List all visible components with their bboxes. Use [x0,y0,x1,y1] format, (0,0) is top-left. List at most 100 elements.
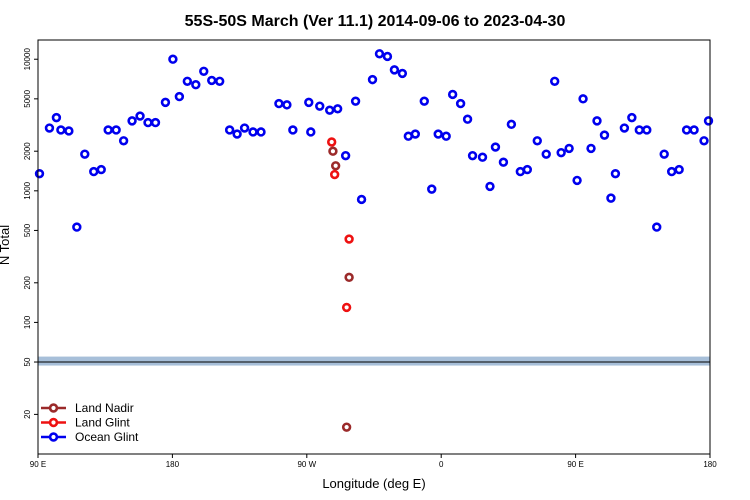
data-point [490,142,501,152]
legend-swatch-marker [48,403,59,413]
data-point [410,129,421,139]
legend-swatch-marker [48,417,59,428]
data-point [699,136,709,146]
data-point [341,302,352,313]
data-point [150,117,161,128]
data-point [659,149,669,159]
data-point [72,222,82,232]
data-point [498,157,509,167]
data-point [306,127,316,137]
y-tick-label: 100 [23,315,32,329]
x-axis-label: Longitude (deg E) [322,476,425,491]
x-tick-label: 90 E [30,460,46,469]
data-point [168,54,178,64]
data-point [541,149,551,159]
data-point [592,116,602,126]
data-point [350,96,361,106]
series-ocean-glint [34,49,714,232]
series-land-glint [326,137,354,313]
data-point [329,169,340,180]
legend-label: Land Glint [75,416,130,430]
data-point [232,129,242,139]
data-point [586,143,596,154]
data-point [549,76,560,86]
legend-swatch-marker [48,432,59,442]
data-point [304,97,314,108]
data-point [96,164,106,175]
data-point [224,125,235,135]
data-point [288,125,298,135]
data-point [619,123,630,133]
data-point [64,126,74,136]
legend-label: Ocean Glint [75,430,139,444]
data-point [382,51,393,62]
data-point [652,222,662,232]
data-point [34,168,45,179]
x-tick-label: 90 E [567,460,583,469]
data-point [174,91,185,102]
data-point [367,74,378,85]
data-point [532,136,542,146]
data-point [344,234,354,244]
series-land-nadir [328,146,354,432]
data-points [34,49,714,432]
data-point [642,125,652,135]
data-point [326,137,337,147]
data-point [330,161,341,171]
reference-band [38,356,710,366]
data-point [328,146,338,156]
data-point [44,123,55,133]
data-point [282,100,292,110]
data-point [127,116,137,126]
data-point [419,96,429,106]
data-point [578,94,588,104]
data-point [214,76,225,86]
legend-item: Land Glint [41,416,130,430]
data-point [572,175,582,186]
data-point [239,123,250,133]
data-point [477,152,488,162]
data-point [599,130,610,140]
x-tick-label: 180 [703,460,717,469]
data-point [111,125,121,135]
y-tick-label: 10000 [23,48,32,71]
y-tick-label: 5000 [23,89,32,107]
y-axis-label: N Total [0,225,12,265]
data-point [627,112,637,123]
x-tick-label: 0 [439,460,444,469]
axis-ticks: 90 E 180 90 W 0 90 E 180 20 50 100 200 500 1000 2000… [23,48,717,469]
data-point [340,150,351,161]
reference-band-layer [38,356,710,366]
y-tick-label: 200 [23,276,32,290]
data-point [522,164,533,175]
data-point [506,119,517,130]
data-point [703,116,714,126]
data-point [324,105,335,115]
x-tick-label: 90 W [297,460,316,469]
x-tick-label: 180 [166,460,180,469]
data-point [135,111,145,121]
data-point [556,147,566,158]
legend-label: Land Nadir [75,401,134,415]
data-point [606,193,616,203]
data-point [427,184,437,194]
data-point [274,98,284,109]
data-point [356,194,367,205]
data-point [485,181,495,192]
y-tick-label: 2000 [23,142,32,160]
data-point [256,127,266,137]
legend-item: Land Nadir [41,401,134,415]
chart-title: 55S-50S March (Ver 11.1) 2014-09-06 to 2… [185,13,566,30]
y-tick-label: 500 [23,223,32,237]
y-tick-label: 50 [23,357,32,366]
data-point [80,149,90,159]
data-point [332,104,343,114]
data-point [199,66,209,76]
data-point [674,164,684,175]
data-point [564,143,574,154]
y-tick-label: 20 [23,409,32,418]
data-point [191,80,201,90]
data-point [689,125,699,135]
data-point [462,114,473,124]
